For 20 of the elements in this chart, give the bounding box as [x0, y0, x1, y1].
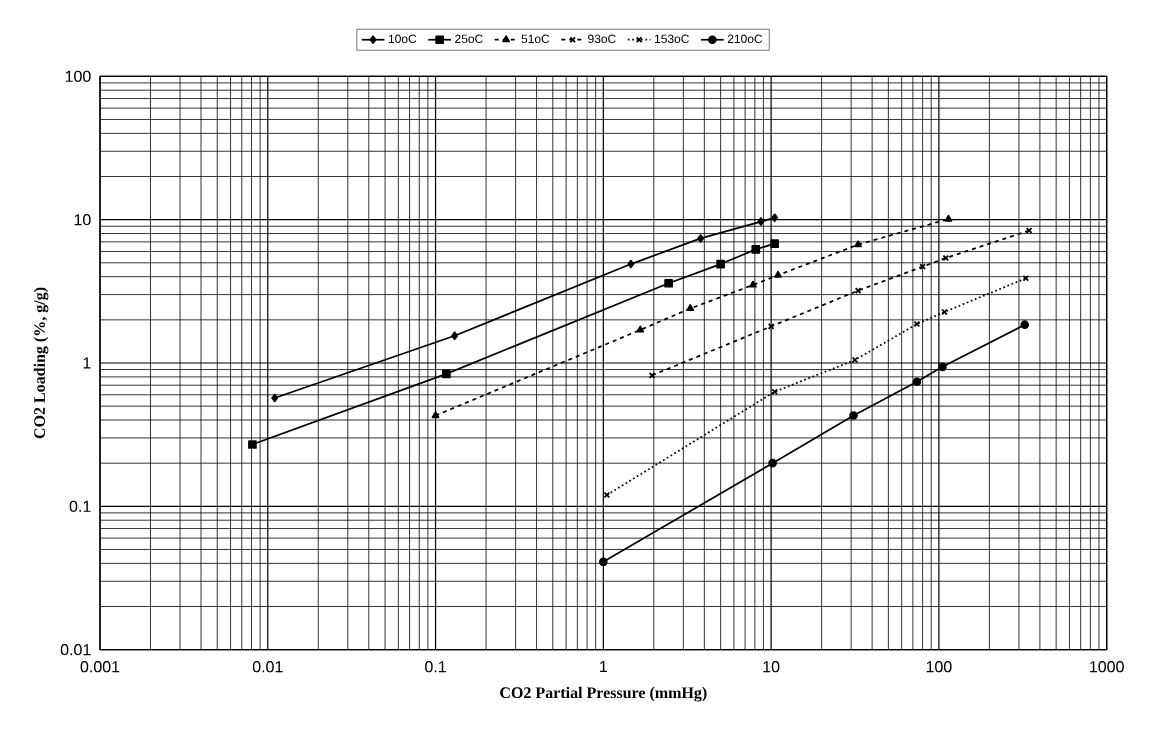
x-tick-label: 100 [926, 661, 952, 673]
legend-label: 93oC [588, 34, 616, 44]
x-tick-label: 1000 [1090, 661, 1124, 673]
x-tick-label: 10 [763, 661, 780, 673]
x-tick-label: 0.01 [252, 661, 283, 673]
x-axis-title: CO2 Partial Pressure (mmHg) [500, 686, 707, 702]
y-tick-label: 10 [74, 214, 91, 226]
x-tick-label: 1 [600, 661, 607, 673]
y-tick-label: 0.01 [60, 644, 91, 656]
y-tick-label: 1 [83, 357, 91, 369]
legend-label: 25oC [455, 34, 483, 44]
x-tick-label: 0.001 [80, 661, 120, 673]
x-tick-label: 0.1 [425, 661, 446, 673]
legend-label: 10oC [388, 34, 417, 44]
legend-label: 210oC [727, 34, 763, 44]
y-axis-title: CO2 Loading (%, g/g) [33, 287, 49, 439]
y-tick-label: 0.1 [69, 500, 91, 512]
y-tick-label: 100 [65, 70, 91, 82]
legend-label: 153oC [654, 34, 689, 44]
legend-label: 51oC [521, 34, 550, 44]
